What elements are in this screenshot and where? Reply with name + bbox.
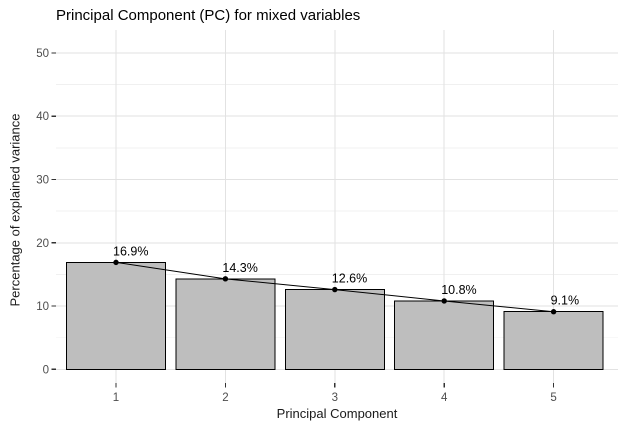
- line-point: [441, 298, 447, 304]
- x-axis-title: Principal Component: [276, 406, 398, 421]
- bar: [284, 289, 385, 370]
- y-tick-label: 40: [36, 111, 49, 123]
- y-tick-label: 0: [43, 364, 49, 376]
- point-label: 16.9%: [113, 244, 148, 258]
- line-point: [332, 286, 338, 293]
- point-label: 10.8%: [441, 283, 476, 297]
- point-label: 9.1%: [551, 294, 580, 308]
- line-point: [550, 309, 557, 315]
- y-tick-label: 20: [36, 238, 49, 250]
- bar: [503, 311, 604, 370]
- x-tick-label: 5: [550, 392, 556, 404]
- line-point: [113, 259, 119, 266]
- y-tick-label: 50: [36, 48, 49, 60]
- x-tick-label: 3: [332, 392, 338, 404]
- chart-title: Principal Component (PC) for mixed varia…: [56, 7, 361, 24]
- point-label: 12.6%: [332, 272, 367, 286]
- bar: [175, 278, 276, 370]
- bar: [394, 300, 495, 370]
- x-tick-label: 1: [113, 392, 119, 404]
- y-tick-label: 10: [36, 301, 49, 313]
- y-tick-label: 30: [36, 174, 49, 186]
- line-point: [222, 276, 229, 282]
- bar: [66, 261, 166, 370]
- x-tick-label: 2: [222, 392, 228, 404]
- x-tick-label: 4: [441, 392, 448, 404]
- point-label: 14.3%: [222, 261, 257, 275]
